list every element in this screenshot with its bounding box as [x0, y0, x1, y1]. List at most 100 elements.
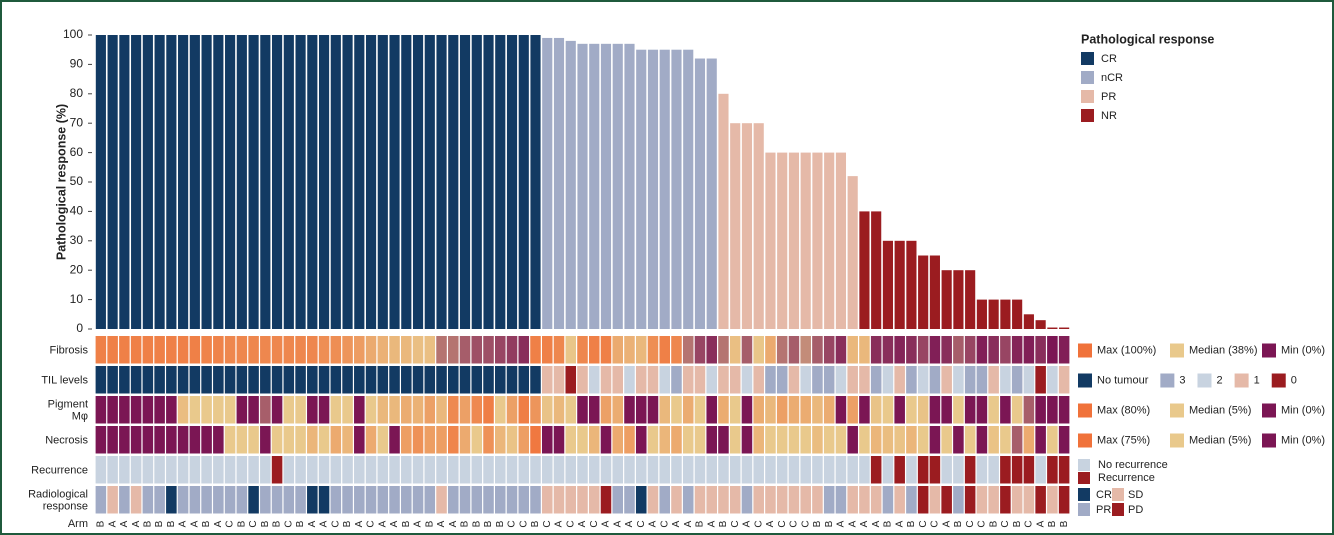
bar [777, 152, 788, 329]
heatmap-cell [882, 396, 894, 424]
heatmap-cell [166, 336, 177, 364]
heatmap-cell [882, 366, 894, 394]
heatmap-cell [706, 456, 717, 484]
heatmap-cell [342, 366, 353, 394]
heatmap-cell [119, 456, 130, 484]
heatmap-cell [859, 336, 870, 364]
x-tick-label: C [930, 520, 941, 527]
heatmap-cell [224, 456, 236, 484]
heatmap-cell [1058, 426, 1070, 454]
y-tick-label: 80 [70, 86, 84, 100]
heatmap-cell [260, 426, 271, 454]
heatmap-cell [964, 336, 976, 364]
heatmap-cell [1000, 336, 1011, 364]
y-tick-label: 20 [70, 262, 84, 276]
bar [225, 35, 236, 329]
heatmap-cell [671, 336, 682, 364]
x-tick-label: B [272, 520, 283, 527]
heatmap-cell [471, 366, 483, 394]
heatmap-cell [929, 456, 941, 484]
bar [847, 176, 858, 329]
heatmap-cell [436, 366, 447, 394]
heatmap-cell [530, 456, 541, 484]
heatmap-cell [1047, 456, 1058, 484]
x-tick-label: C [977, 520, 988, 527]
heatmap-cell [765, 426, 776, 454]
heatmap-cell [835, 396, 847, 424]
heatmap-cell [95, 456, 107, 484]
legend-label: 3 [1179, 374, 1185, 386]
heatmap-cell [976, 336, 988, 364]
heatmap-cell [788, 456, 800, 484]
heatmap-cell [565, 426, 577, 454]
heatmap-cell [1011, 366, 1023, 394]
heatmap-cell [119, 336, 130, 364]
heatmap-cell [600, 366, 612, 394]
heatmap-cell [729, 366, 741, 394]
heatmap-cell [236, 396, 248, 424]
heatmap-cell [189, 486, 201, 514]
x-tick-label: A [131, 520, 142, 527]
heatmap-cell [835, 456, 847, 484]
x-tick-label: A [601, 520, 612, 527]
heatmap-cell [130, 486, 142, 514]
bar [178, 35, 189, 329]
heatmap-cell [530, 396, 541, 424]
x-tick-label: B [883, 520, 894, 527]
bar [495, 35, 506, 329]
heatmap-cell [600, 456, 612, 484]
heatmap-cell [107, 456, 118, 484]
heatmap-cell [565, 336, 577, 364]
x-tick-label: B [154, 520, 165, 527]
heatmap-cell [835, 366, 847, 394]
heatmap-cell [95, 366, 107, 394]
heatmap-cell [295, 456, 306, 484]
heatmap-cell [976, 396, 988, 424]
legend-swatch [1078, 488, 1090, 501]
heatmap-cell [800, 336, 811, 364]
bar [448, 35, 459, 329]
heatmap-cell [119, 396, 130, 424]
heatmap-cell [635, 336, 647, 364]
x-tick-label: B [342, 520, 353, 527]
heatmap-cell [706, 426, 717, 454]
heatmap-cell [459, 336, 471, 364]
legend-label: No tumour [1097, 374, 1149, 386]
heatmap-cell [177, 456, 189, 484]
bar [882, 240, 893, 329]
heatmap-cell [612, 366, 624, 394]
x-tick-label: A [189, 520, 200, 527]
bar [671, 49, 682, 329]
heatmap-cell [729, 396, 741, 424]
bar [154, 35, 165, 329]
x-tick-label: A [859, 520, 870, 527]
heatmap-cell [412, 366, 424, 394]
heatmap-cell [647, 396, 659, 424]
x-tick-label: A [389, 520, 400, 527]
heatmap-cell [436, 486, 447, 514]
heatmap-cell [588, 366, 600, 394]
heatmap-cell [483, 336, 494, 364]
heatmap-cell [612, 426, 624, 454]
heatmap-cell [647, 336, 659, 364]
bar [800, 152, 811, 329]
bar [812, 152, 823, 329]
bar [918, 255, 929, 329]
heatmap-cell [224, 336, 236, 364]
track-label: response [43, 500, 88, 512]
x-tick-label: C [589, 520, 600, 527]
heatmap-cell [154, 426, 165, 454]
heatmap-cell [953, 456, 964, 484]
bar [483, 35, 494, 329]
heatmap-cell [189, 426, 201, 454]
bar [354, 35, 365, 329]
x-tick-label: B [824, 520, 835, 527]
heatmap-cell [377, 456, 389, 484]
heatmap-cell [177, 366, 189, 394]
heatmap-cell [647, 366, 659, 394]
x-tick-label: A [612, 520, 623, 527]
heatmap-cell [706, 366, 717, 394]
heatmap-cell [953, 366, 964, 394]
bar [365, 35, 377, 329]
heatmap-cell [307, 456, 318, 484]
